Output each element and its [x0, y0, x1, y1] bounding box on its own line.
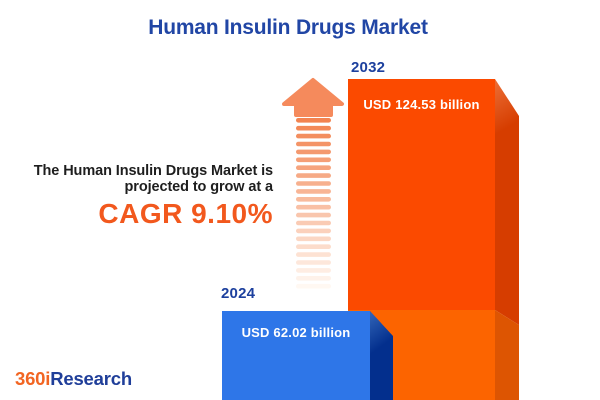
- page-title: Human Insulin Drugs Market: [148, 16, 428, 39]
- cagr-value: CAGR 9.10%: [98, 198, 273, 229]
- bar-2032-front-upper: [348, 79, 495, 310]
- arrow-stripes: [296, 118, 331, 289]
- growth-arrow: [282, 78, 344, 289]
- bar-2024: [222, 311, 393, 400]
- year-label-2024: 2024: [221, 285, 256, 302]
- subtitle-line2: projected to grow at a: [124, 178, 274, 195]
- bar-2024-side: [370, 311, 393, 400]
- logo-360iresearch: 360iResearch: [15, 368, 132, 390]
- bar-value-label-2032: USD 124.53 billion: [363, 97, 480, 112]
- logo-prefix: 360i: [15, 368, 51, 389]
- logo-suffix: Research: [50, 368, 132, 389]
- subtitle-line1: The Human Insulin Drugs Market is: [33, 163, 273, 179]
- bar-2032: [348, 79, 519, 400]
- bar-2032-side-upper: [495, 79, 519, 325]
- subtitle-block: The Human Insulin Drugs Market is projec…: [33, 163, 274, 229]
- year-label-2032: 2032: [351, 59, 386, 76]
- bar-value-label-2024: USD 62.02 billion: [241, 325, 351, 340]
- arrow-head-icon: [282, 78, 344, 117]
- bar-2024-front: [222, 311, 370, 400]
- bar-2032-side-lower: [495, 310, 519, 400]
